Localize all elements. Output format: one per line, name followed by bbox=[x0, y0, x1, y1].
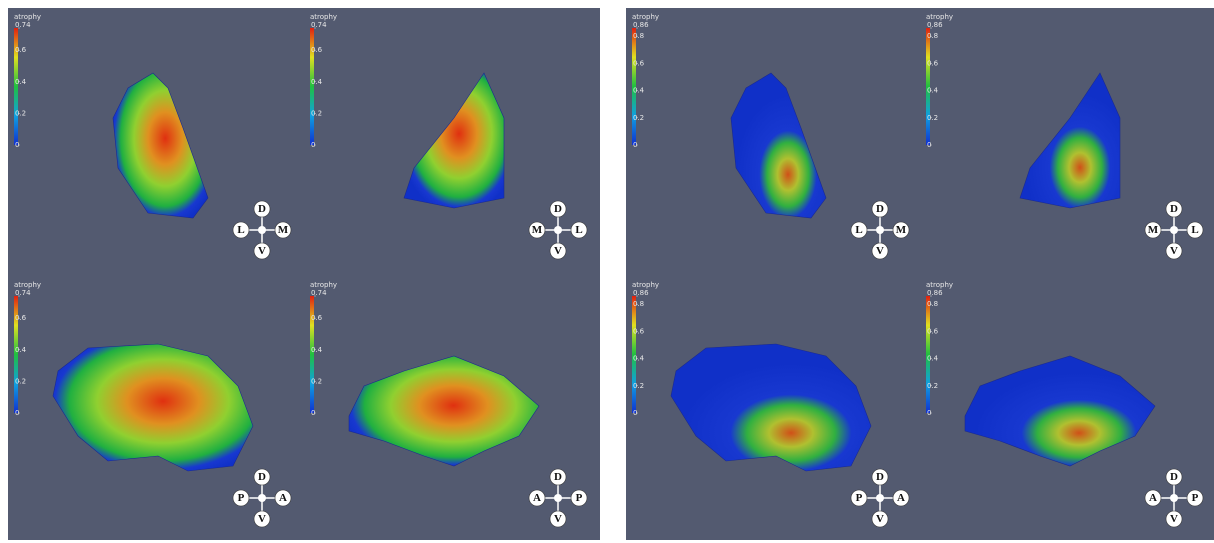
colorbar-tick-label: 0.86 bbox=[927, 289, 943, 297]
colorbar-title: atrophy bbox=[310, 13, 337, 21]
orientation-label: M bbox=[278, 224, 289, 236]
orientation-center bbox=[554, 226, 562, 234]
colorbar-tick-label: 0.6 bbox=[927, 327, 939, 335]
orientation-label: D bbox=[876, 203, 884, 215]
orientation-label: V bbox=[1170, 513, 1178, 525]
orientation-label: D bbox=[1170, 471, 1178, 483]
orientation-center bbox=[1170, 226, 1178, 234]
orientation-label: V bbox=[876, 513, 884, 525]
colorbar-tick-label: 0 bbox=[15, 409, 19, 417]
colorbar-tick-label: 0.8 bbox=[927, 32, 938, 40]
orientation-label: V bbox=[258, 513, 266, 525]
colorbar-tick-label: 0.4 bbox=[633, 87, 645, 95]
colorbar-tick-label: 0.8 bbox=[633, 300, 644, 308]
orientation-label: P bbox=[856, 492, 863, 504]
colorbar-tick-label: 0.6 bbox=[311, 46, 323, 54]
orientation-label: L bbox=[237, 224, 244, 236]
orientation-label: D bbox=[554, 203, 562, 215]
colorbar-tick-label: 0.6 bbox=[633, 327, 645, 335]
colorbar-tick-label: 0 bbox=[927, 141, 931, 149]
orientation-label: L bbox=[575, 224, 582, 236]
colorbar-tick-label: 0 bbox=[311, 141, 315, 149]
colorbar-tick-label: 0.4 bbox=[15, 346, 27, 354]
orientation-center bbox=[876, 494, 884, 502]
colorbar-tick-label: 0 bbox=[633, 141, 637, 149]
colorbar-tick-label: 0 bbox=[633, 409, 637, 417]
colorbar-tick-label: 0.6 bbox=[633, 59, 645, 67]
orientation-label: D bbox=[258, 203, 266, 215]
orientation-center bbox=[258, 494, 266, 502]
orientation-label: V bbox=[258, 245, 266, 257]
orientation-label: L bbox=[855, 224, 862, 236]
colorbar-title: atrophy bbox=[632, 13, 659, 21]
colorbar-tick-label: 0.2 bbox=[311, 377, 322, 385]
colorbar-tick-label: 0.86 bbox=[927, 21, 943, 29]
orientation-label: A bbox=[533, 492, 541, 504]
colorbar-title: atrophy bbox=[14, 281, 41, 289]
orientation-label: D bbox=[554, 471, 562, 483]
colorbar-title: atrophy bbox=[926, 281, 953, 289]
orientation-label: V bbox=[554, 245, 562, 257]
colorbar-title: atrophy bbox=[632, 281, 659, 289]
colorbar-tick-label: 0.4 bbox=[311, 346, 323, 354]
orientation-center bbox=[258, 226, 266, 234]
colorbar-title: atrophy bbox=[14, 13, 41, 21]
orientation-label: L bbox=[1191, 224, 1198, 236]
colorbar-tick-label: 0.4 bbox=[311, 78, 323, 86]
colorbar-tick-label: 0 bbox=[311, 409, 315, 417]
orientation-center bbox=[1170, 494, 1178, 502]
orientation-label: M bbox=[532, 224, 543, 236]
orientation-label: A bbox=[279, 492, 287, 504]
colorbar-title: atrophy bbox=[926, 13, 953, 21]
colorbar-tick-label: 0.2 bbox=[633, 114, 644, 122]
colorbar-tick-label: 0.2 bbox=[311, 109, 322, 117]
colorbar-tick-label: 0.2 bbox=[927, 382, 938, 390]
colorbar-tick-label: 0.2 bbox=[633, 382, 644, 390]
colorbar-tick-label: 0.4 bbox=[15, 78, 27, 86]
colorbar-title: atrophy bbox=[310, 281, 337, 289]
orientation-label: V bbox=[1170, 245, 1178, 257]
colorbar-tick-label: 0.86 bbox=[633, 289, 649, 297]
orientation-label: D bbox=[1170, 203, 1178, 215]
colorbar-tick-label: 0.74 bbox=[15, 21, 31, 29]
colorbar-tick-label: 0.2 bbox=[927, 114, 938, 122]
colorbar-tick-label: 0.8 bbox=[633, 32, 644, 40]
colorbar-tick-label: 0.86 bbox=[633, 21, 649, 29]
orientation-label: D bbox=[258, 471, 266, 483]
orientation-label: V bbox=[876, 245, 884, 257]
orientation-label: A bbox=[897, 492, 905, 504]
colorbar-tick-label: 0.74 bbox=[15, 289, 31, 297]
orientation-label: P bbox=[576, 492, 583, 504]
colorbar-tick-label: 0.74 bbox=[311, 289, 327, 297]
colorbar-tick-label: 0.6 bbox=[927, 59, 939, 67]
colorbar-tick-label: 0.6 bbox=[15, 46, 27, 54]
orientation-label: P bbox=[238, 492, 245, 504]
panel-background bbox=[8, 8, 600, 540]
colorbar-tick-label: 0.4 bbox=[633, 355, 645, 363]
panel-background bbox=[626, 8, 1214, 540]
colorbar-tick-label: 0.2 bbox=[15, 109, 26, 117]
orientation-label: A bbox=[1149, 492, 1157, 504]
colorbar-tick-label: 0.6 bbox=[15, 314, 27, 322]
orientation-label: D bbox=[876, 471, 884, 483]
colorbar-tick-label: 0 bbox=[15, 141, 19, 149]
colorbar-tick-label: 0.74 bbox=[311, 21, 327, 29]
colorbar-tick-label: 0.4 bbox=[927, 87, 939, 95]
orientation-label: M bbox=[1148, 224, 1159, 236]
colorbar-tick-label: 0 bbox=[927, 409, 931, 417]
colorbar-tick-label: 0.6 bbox=[311, 314, 323, 322]
orientation-center bbox=[554, 494, 562, 502]
colorbar-tick-label: 0.8 bbox=[927, 300, 938, 308]
orientation-label: P bbox=[1192, 492, 1199, 504]
colorbar-tick-label: 0.2 bbox=[15, 377, 26, 385]
orientation-label: M bbox=[896, 224, 907, 236]
orientation-label: V bbox=[554, 513, 562, 525]
colorbar-tick-label: 0.4 bbox=[927, 355, 939, 363]
orientation-center bbox=[876, 226, 884, 234]
figure: atrophy0.740.60.40.20DLMVatrophy0.740.60… bbox=[0, 0, 1214, 543]
